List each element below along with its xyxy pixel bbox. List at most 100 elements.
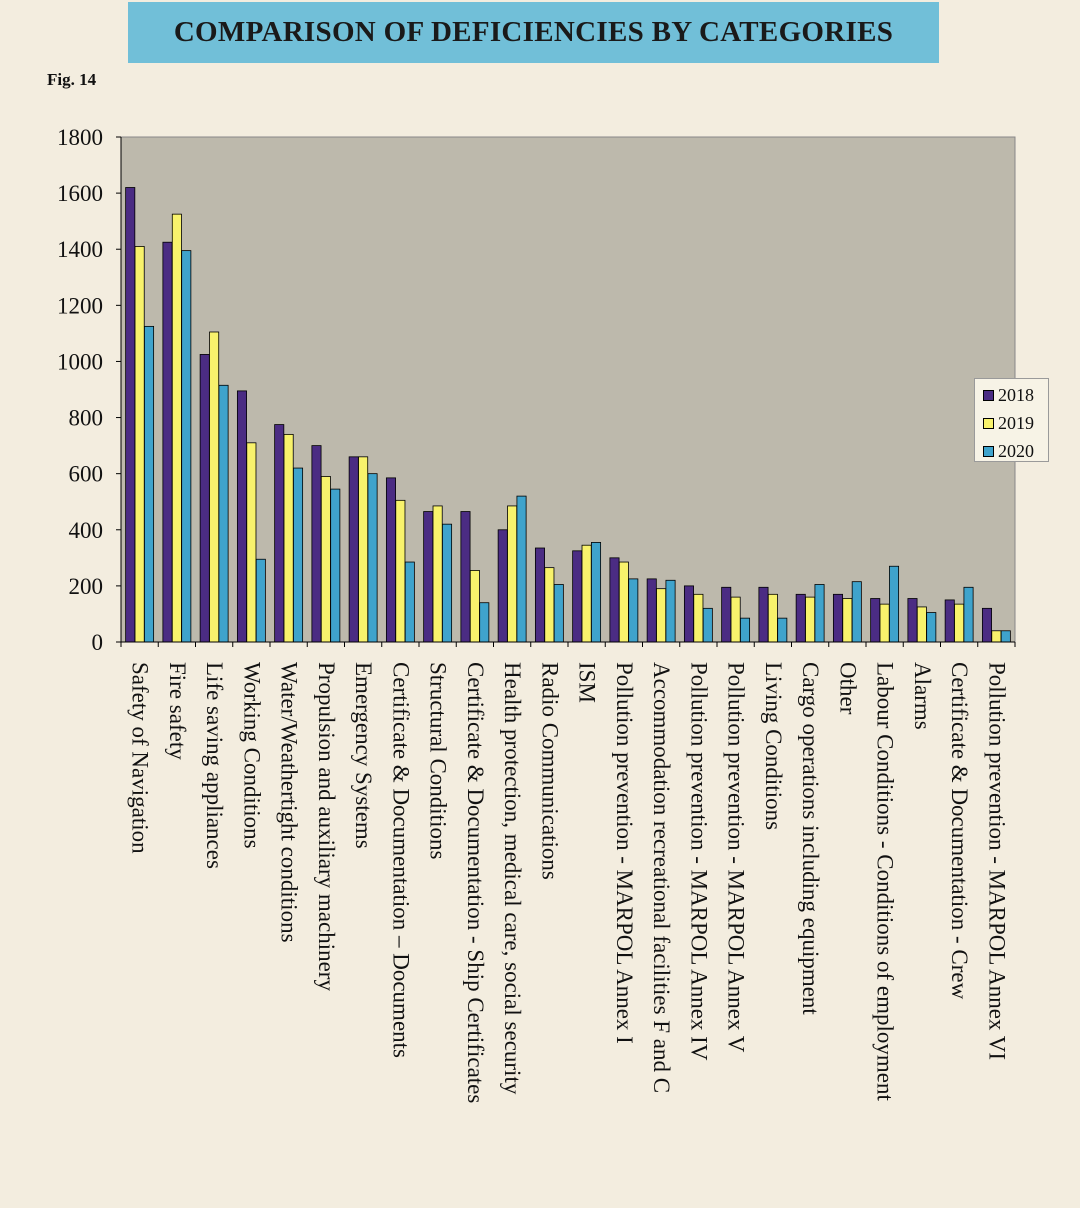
title-banner: COMPARISON OF DEFICIENCIES BY CATEGORIES [128, 2, 939, 63]
bar-2020 [628, 578, 639, 643]
bar-2018 [609, 557, 620, 643]
bar-2020 [963, 586, 974, 643]
bar-2018 [944, 599, 955, 643]
x-category-label: Labour Conditions - Conditions of employ… [873, 662, 898, 1101]
bar-2018 [199, 354, 210, 643]
bar-2020 [442, 523, 453, 643]
bar-2018 [497, 529, 508, 643]
y-tick-label: 400 [69, 518, 104, 543]
bar-2020 [740, 617, 751, 643]
bar-2018 [236, 390, 247, 643]
bar-2019 [432, 505, 443, 643]
bar-2019 [395, 499, 406, 643]
x-category-label: Structural Conditions [426, 662, 451, 859]
bar-2018 [125, 187, 136, 643]
y-tick-label: 1600 [57, 181, 103, 206]
bar-2018 [572, 550, 583, 643]
bar-2019 [991, 630, 1002, 643]
bar-2020 [665, 579, 676, 643]
y-tick-label: 1000 [57, 349, 103, 374]
bar-2019 [544, 567, 555, 643]
y-tick-label: 1800 [57, 125, 103, 150]
bar-2020 [404, 561, 415, 643]
bar-2018 [683, 585, 694, 643]
bar-2018 [311, 445, 322, 643]
legend-label-2019: 2019 [998, 412, 1034, 433]
bar-2019 [730, 596, 741, 643]
legend-label-2018: 2018 [998, 384, 1034, 405]
bar-2018 [274, 424, 285, 643]
bar-2020 [553, 584, 564, 643]
legend-item-2020: 2020 [983, 437, 1048, 465]
x-category-label: Safety of Navigation [128, 662, 153, 854]
x-category-label: Accommodation recreational facilities F … [649, 662, 674, 1093]
x-category-label: Pollution prevention - MARPOL Annex VI [984, 662, 1009, 1060]
legend-swatch-2018 [983, 389, 994, 401]
chart-legend: 2018 2019 2020 [974, 378, 1049, 462]
x-category-label: Certificate & Documentation - Ship Certi… [463, 662, 488, 1103]
legend-swatch-2020 [983, 445, 994, 457]
x-category-label: ISM [575, 662, 600, 703]
x-category-label: Radio Communications [537, 662, 562, 880]
bar-2020 [851, 581, 862, 643]
bar-2020 [702, 607, 713, 643]
bar-2020 [926, 612, 937, 643]
bar-2020 [293, 467, 304, 643]
bar-2019 [507, 505, 518, 643]
x-category-label: Pollution prevention - MARPOL Annex V [724, 662, 749, 1053]
bar-2020 [181, 250, 192, 643]
x-category-label: Certificate & Documentation – Documents [388, 662, 413, 1058]
x-category-label: Cargo operations including equipment [798, 662, 823, 1015]
bar-2019 [879, 603, 890, 643]
bar-2019 [842, 598, 853, 643]
bar-2020 [255, 558, 266, 643]
bar-2019 [171, 213, 182, 643]
y-tick-label: 0 [92, 630, 104, 655]
bar-2018 [385, 477, 396, 643]
y-tick-label: 200 [69, 574, 104, 599]
bar-2018 [348, 456, 359, 643]
bar-2020 [1000, 630, 1011, 643]
y-tick-label: 1200 [57, 293, 103, 318]
bar-2019 [916, 606, 927, 643]
bar-2019 [656, 588, 667, 643]
legend-item-2018: 2018 [983, 381, 1048, 409]
x-category-label: Certificate & Documentation - Crew [947, 662, 972, 1000]
bar-2019 [469, 570, 480, 643]
legend-item-2019: 2019 [983, 409, 1048, 437]
bar-2018 [534, 547, 545, 643]
bar-2019 [767, 593, 778, 643]
y-tick-label: 600 [69, 462, 104, 487]
bar-2019 [320, 476, 331, 643]
bar-2020 [516, 495, 527, 643]
x-category-label: Propulsion and auxiliary machinery [314, 662, 339, 991]
plot-area [120, 136, 1016, 643]
bar-2020 [814, 584, 825, 643]
bar-2019 [358, 456, 369, 643]
x-category-label: Health protection, medical care, social … [500, 662, 525, 1095]
bar-2020 [144, 325, 155, 643]
x-category-label: Fire safety [165, 662, 190, 760]
bar-2019 [954, 603, 965, 643]
bar-2018 [795, 593, 806, 643]
bar-2020 [367, 473, 378, 643]
x-category-label: Life saving appliances [202, 662, 227, 869]
chart-title: COMPARISON OF DEFICIENCIES BY CATEGORIES [173, 16, 894, 48]
x-category-label: Water/Weathertight conditions [277, 662, 302, 943]
bar-2019 [805, 596, 816, 643]
legend-label-2020: 2020 [998, 440, 1034, 461]
bar-2020 [591, 542, 602, 643]
bar-2020 [218, 384, 229, 643]
y-tick-label: 1400 [57, 237, 103, 262]
x-category-label: Other [835, 662, 860, 715]
bar-2018 [423, 511, 434, 643]
y-tick-label: 800 [69, 406, 104, 431]
x-category-label: Working Conditions [239, 662, 264, 849]
bar-2020 [889, 565, 900, 643]
bar-2018 [460, 511, 471, 643]
bar-2018 [870, 598, 881, 643]
bar-2019 [618, 561, 629, 643]
bar-2018 [832, 593, 843, 643]
bar-2019 [581, 544, 592, 643]
